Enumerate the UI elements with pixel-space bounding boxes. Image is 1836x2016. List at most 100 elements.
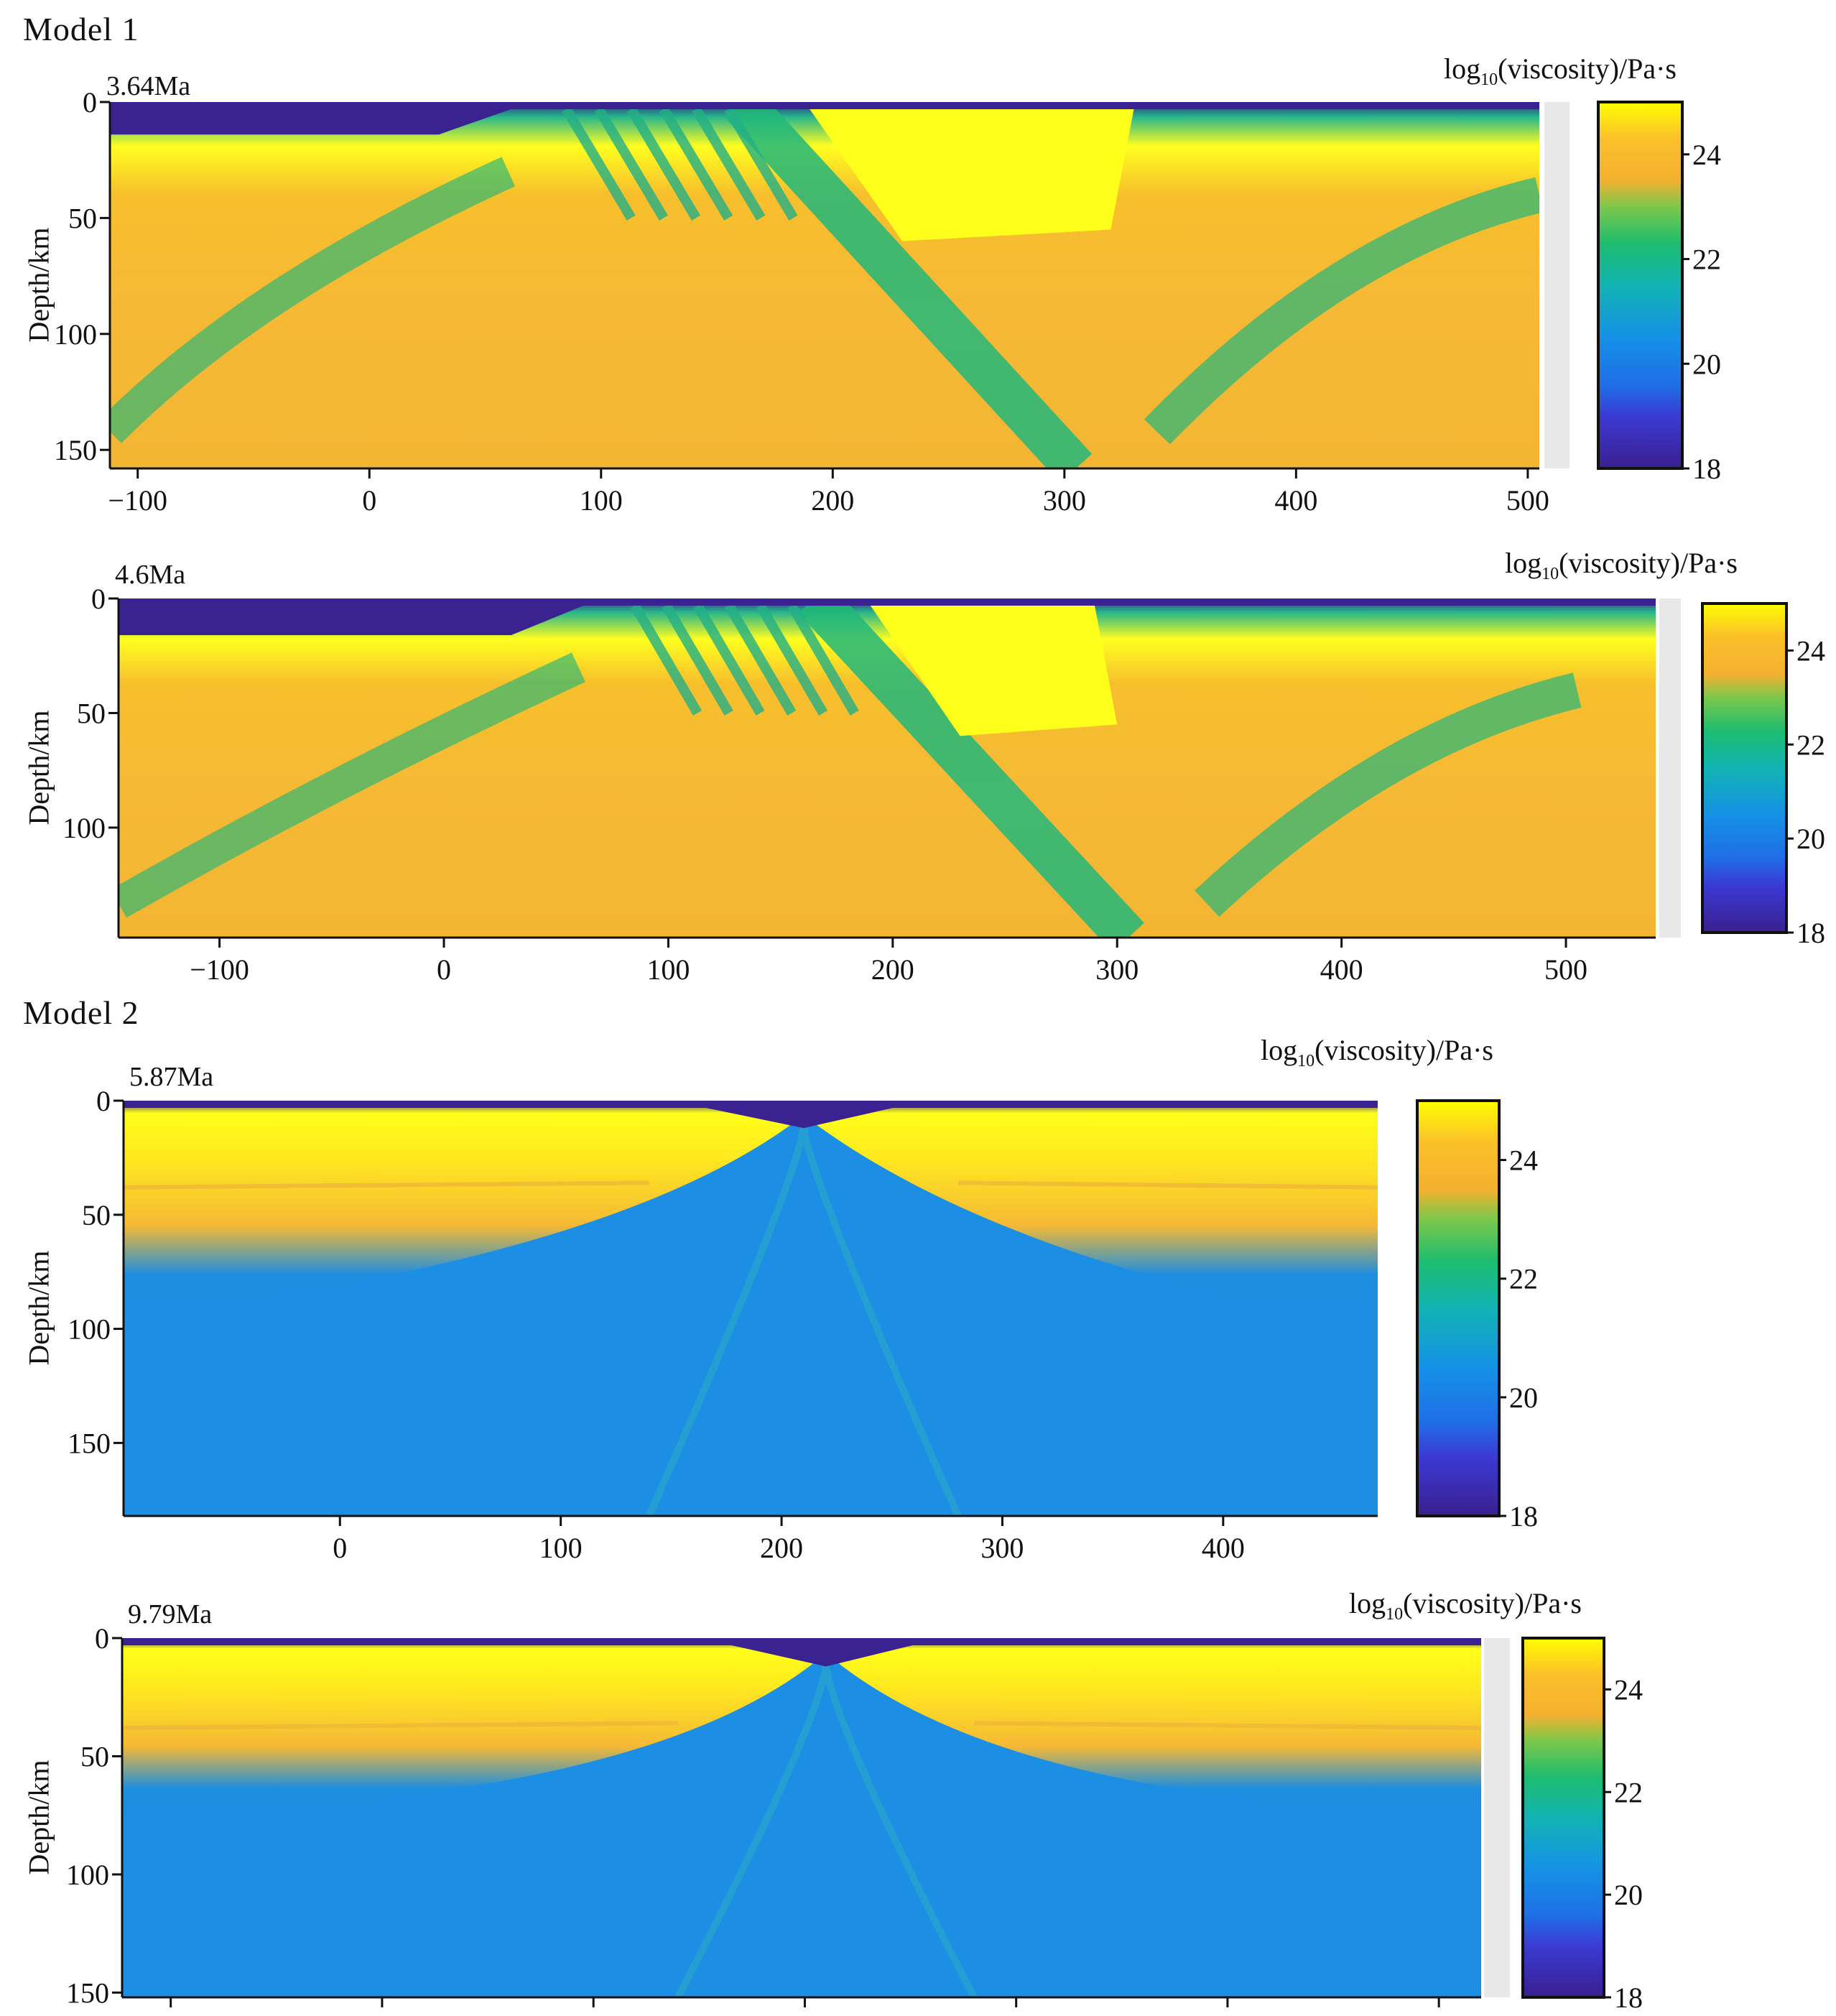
x-tick-label: −100	[141, 2013, 200, 2016]
rift-basin	[699, 1638, 942, 1667]
panel-4-structures	[122, 1638, 1481, 1997]
y-tick-label: 0	[91, 583, 106, 615]
colorbar-title-sub: 10	[1297, 1052, 1315, 1071]
colorbar-tick-label: 20	[1509, 1382, 1538, 1414]
weak-crust	[119, 598, 601, 636]
y-tick-label: 50	[68, 202, 97, 234]
panel-1-y-axis-label: Depth/km	[22, 227, 55, 343]
colorbar-tick-label: 18	[1509, 1500, 1538, 1532]
fault-line	[724, 603, 797, 716]
colorbar-tick-label: 24	[1614, 1673, 1643, 1706]
x-tick-label: 300	[1043, 484, 1086, 517]
panel-1-structures	[110, 102, 1539, 468]
panel-3-time-label: 5.87Ma	[129, 1062, 214, 1092]
panel-1-margin-strip	[1544, 102, 1570, 468]
colorbar-tick-label: 18	[1796, 917, 1825, 949]
panel-2-y-axis-label: Depth/km	[22, 710, 55, 826]
layer-boundary	[122, 1721, 678, 1730]
x-tick-label: 400	[1274, 484, 1317, 517]
panel-1-colorbar	[1597, 101, 1684, 470]
x-tick-label: 400	[1206, 2013, 1249, 2016]
x-tick-label: 500	[1544, 953, 1587, 986]
y-tick-label: 100	[68, 1313, 111, 1346]
panel-3-structures	[124, 1101, 1378, 1516]
panel-2-time-label: 4.6Ma	[115, 560, 186, 590]
x-tick-label: 400	[1320, 953, 1363, 986]
shear-band	[119, 652, 585, 918]
fault-line	[594, 106, 668, 221]
x-tick-label: −100	[108, 484, 167, 517]
layer-boundary	[124, 1180, 649, 1190]
x-tick-label: 200	[811, 484, 854, 517]
x-tick-label: 300	[980, 1532, 1024, 1564]
x-tick-label: 100	[580, 484, 623, 517]
colorbar-tick-label: 18	[1614, 1982, 1643, 2014]
colorbar-title-sub: 10	[1541, 565, 1559, 583]
y-tick-label: 50	[77, 697, 106, 729]
x-tick-label: 100	[539, 1532, 583, 1564]
colorbar-tick-label: 24	[1509, 1145, 1538, 1177]
panel-2-colorbar-title: log10(viscosity)/Pa·s	[1505, 546, 1738, 584]
x-tick-label: 500	[1506, 484, 1549, 517]
low-viscosity-zone	[124, 1123, 1378, 1516]
x-tick-label: 200	[871, 953, 914, 986]
colorbar-title-rest: (viscosity)/Pa·s	[1315, 1034, 1493, 1066]
colorbar-tick-label: 22	[1692, 244, 1721, 276]
panel-3-colorbar-title: log10(viscosity)/Pa·s	[1261, 1033, 1493, 1071]
low-viscosity-zone	[122, 1661, 1481, 1997]
colorbar-title-sub: 10	[1480, 70, 1498, 89]
panel-4-y-axis-label: Depth/km	[22, 1760, 55, 1875]
plume-edge	[674, 1665, 978, 1997]
colorbar-tick-label: 20	[1692, 348, 1721, 380]
panel-3-y-axis-label: Depth/km	[22, 1250, 55, 1366]
x-tick-label: 300	[995, 2013, 1038, 2016]
colorbar-title-rest: (viscosity)/Pa·s	[1498, 52, 1677, 85]
fault-line	[724, 106, 798, 221]
panel-2-heatmap	[119, 598, 1656, 938]
x-tick-label: 100	[646, 953, 690, 986]
shear-band	[724, 102, 1093, 468]
fault-line	[659, 106, 733, 221]
y-tick-label: 0	[83, 86, 97, 119]
panel-2-colorbar	[1701, 602, 1788, 934]
x-tick-label: 0	[333, 1532, 347, 1564]
colorbar-title-rest: (viscosity)/Pa·s	[1403, 1587, 1582, 1619]
fault-line	[562, 106, 636, 221]
fault-line	[662, 603, 733, 716]
model-2-label: Model 2	[23, 994, 139, 1031]
panel-3-colorbar	[1416, 1099, 1501, 1517]
x-tick-label: 200	[760, 1532, 803, 1564]
colorbar-tick-label: 20	[1614, 1879, 1643, 1911]
layer-boundary	[958, 1180, 1378, 1190]
y-tick-label: 0	[96, 1085, 111, 1117]
panel-1-colorbar-title: log10(viscosity)/Pa·s	[1444, 52, 1677, 90]
colorbar-title-base: log	[1261, 1034, 1298, 1066]
shear-band	[110, 157, 516, 443]
y-tick-label: 100	[54, 318, 97, 351]
colorbar-tick-label: 24	[1796, 634, 1825, 667]
weak-crust	[110, 102, 532, 135]
colorbar-title-sub: 10	[1386, 1605, 1404, 1624]
fault-line	[787, 603, 859, 716]
y-tick-label: 150	[54, 434, 97, 466]
panel-4-time-label: 9.79Ma	[128, 1599, 213, 1629]
shear-band	[1144, 177, 1539, 445]
y-tick-label: 0	[95, 1622, 109, 1655]
colorbar-title-base: log	[1444, 52, 1481, 85]
colorbar-tick-label: 22	[1614, 1776, 1643, 1808]
layer-boundary	[973, 1721, 1481, 1730]
fault-line	[756, 603, 828, 716]
x-tick-label: 0	[375, 2013, 389, 2016]
x-tick-label: 500	[1417, 2013, 1460, 2016]
panel-1-time-label: 3.64Ma	[106, 71, 191, 101]
y-tick-label: 150	[66, 1976, 109, 2009]
fault-line	[630, 603, 703, 716]
x-tick-label: 100	[572, 2013, 615, 2016]
x-tick-label: 0	[437, 953, 451, 986]
y-tick-label: 100	[66, 1859, 109, 1891]
sticky-air-layer	[124, 1101, 1378, 1108]
panel-4-colorbar-title: log10(viscosity)/Pa·s	[1349, 1586, 1582, 1624]
y-tick-label: 100	[62, 812, 106, 844]
colorbar-title-rest: (viscosity)/Pa·s	[1559, 547, 1738, 579]
